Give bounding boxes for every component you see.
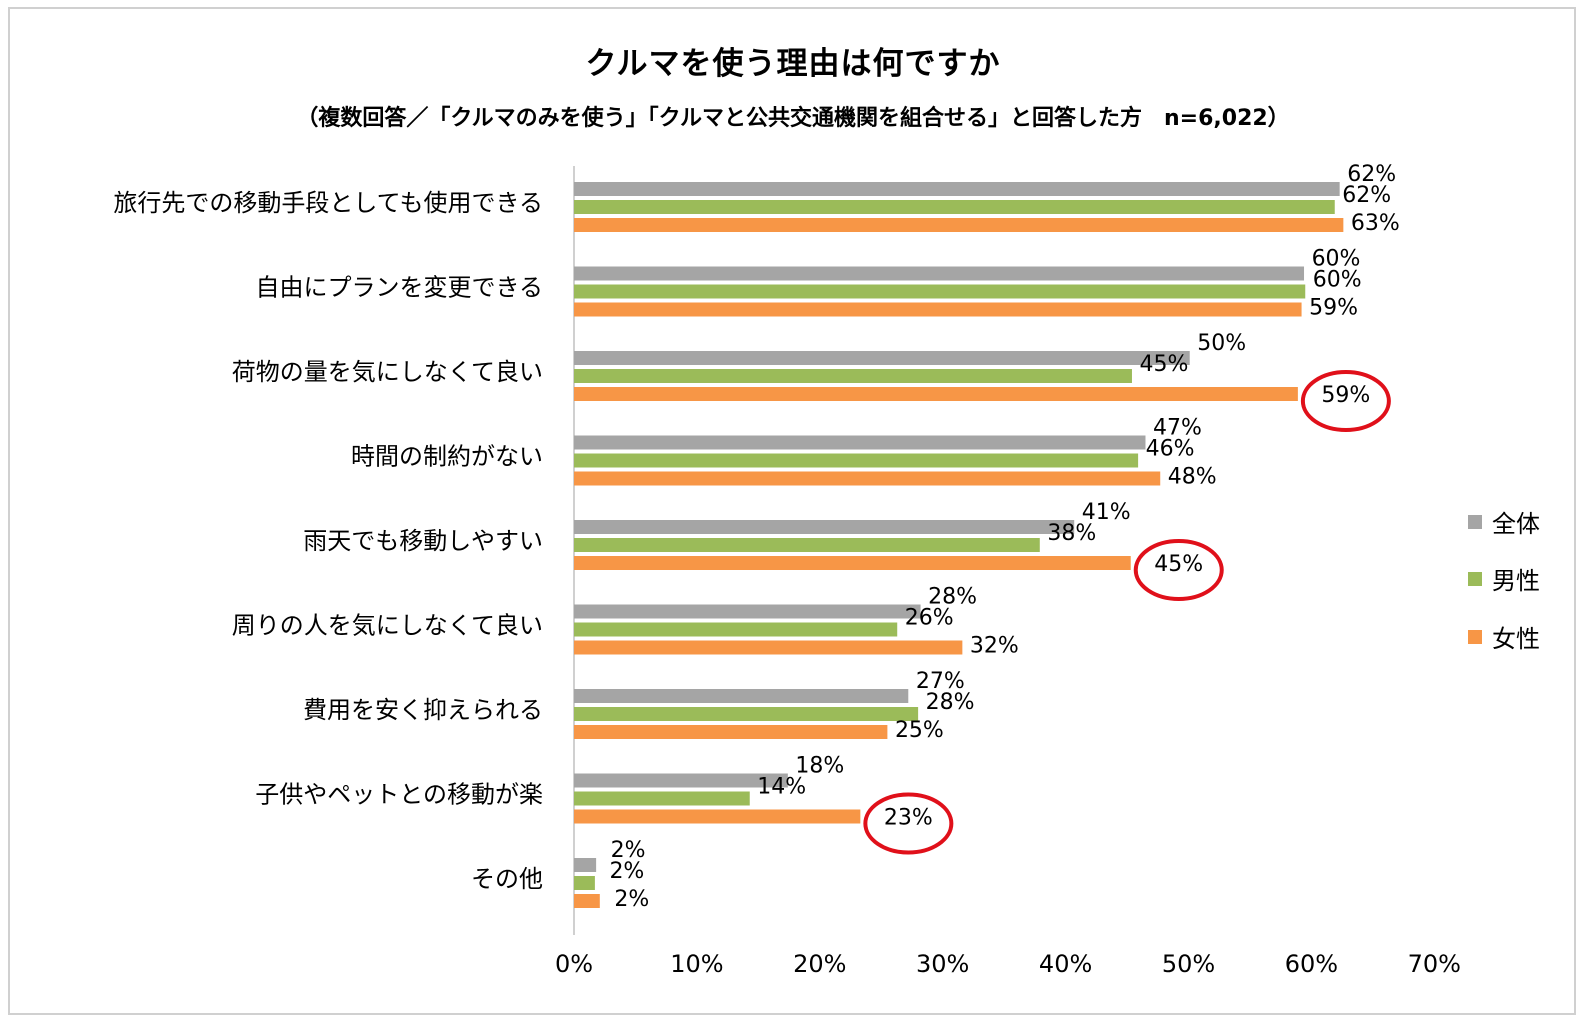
x-tick-label: 10%	[670, 950, 723, 978]
bar-male	[574, 369, 1132, 383]
x-tick-label: 60%	[1285, 950, 1338, 978]
bar-male	[574, 876, 595, 890]
bar-all	[574, 520, 1075, 534]
bar-all	[574, 689, 909, 703]
data-label: 38%	[1047, 521, 1096, 546]
x-tick-label: 40%	[1039, 950, 1092, 978]
category-label: その他	[471, 865, 543, 893]
bar-all	[574, 351, 1190, 365]
legend-label-female: 女性	[1492, 625, 1540, 653]
data-label: 32%	[970, 634, 1019, 659]
data-label: 60%	[1313, 268, 1362, 293]
data-label: 59%	[1309, 296, 1358, 321]
legend-swatch-all	[1468, 514, 1482, 529]
bar-all	[574, 858, 597, 872]
bar-male	[574, 200, 1335, 214]
bar-female	[574, 471, 1161, 486]
data-label: 25%	[895, 718, 944, 743]
bar-female	[574, 556, 1131, 570]
data-label: 62%	[1347, 162, 1396, 187]
chart-subtitle: （複数回答／「クルマのみを使う」「クルマと公共交通機関を組合せる」と回答した方 …	[296, 106, 1290, 131]
category-label: 周りの人を気にしなくて良い	[232, 612, 543, 640]
bar-all	[574, 182, 1340, 196]
bar-male	[574, 707, 919, 721]
x-tick-label: 20%	[793, 950, 846, 978]
bar-female	[574, 809, 861, 824]
data-label: 47%	[1153, 416, 1202, 441]
chart-title: クルマを使う理由は何ですか	[585, 46, 1001, 82]
data-label: 63%	[1351, 211, 1400, 236]
highlight-circle	[1300, 370, 1391, 432]
data-label: 2%	[611, 838, 646, 863]
bar-male	[574, 791, 750, 806]
data-label: 18%	[795, 754, 844, 779]
x-tick-label: 0%	[555, 950, 593, 978]
chart-frame	[8, 7, 1576, 1015]
bar-female	[574, 894, 600, 908]
bar-all	[574, 773, 788, 788]
bar-female	[574, 302, 1302, 317]
data-label: 50%	[1197, 331, 1246, 356]
x-tick-label: 70%	[1408, 950, 1461, 978]
bar-female	[574, 387, 1298, 401]
data-label: 28%	[926, 690, 975, 715]
highlight-circle	[863, 792, 954, 855]
category-label: 子供やペットとの移動が楽	[255, 781, 543, 809]
bar-male	[574, 538, 1040, 552]
data-label: 60%	[1312, 247, 1361, 272]
data-label: 28%	[928, 585, 977, 610]
legend-swatch-female	[1468, 629, 1482, 644]
data-label: 62%	[1342, 183, 1391, 208]
category-label: 旅行先での移動手段としても使用できる	[113, 189, 543, 217]
legend-item-male: 男性	[1468, 561, 1540, 596]
bar-all	[574, 435, 1146, 450]
data-label: 45%	[1154, 552, 1203, 577]
highlight-circle	[1133, 539, 1224, 601]
bar-female	[574, 640, 963, 655]
bar-all	[574, 604, 921, 619]
bar-male	[574, 622, 898, 637]
legend-swatch-male	[1468, 571, 1482, 586]
data-label: 23%	[884, 806, 933, 831]
data-label: 26%	[905, 606, 954, 631]
bar-male	[574, 453, 1139, 468]
data-label: 27%	[916, 669, 965, 694]
bar-female	[574, 218, 1344, 232]
bar-female	[574, 725, 888, 739]
data-label: 45%	[1140, 352, 1189, 377]
data-label: 46%	[1146, 437, 1195, 462]
category-label: 時間の制約がない	[351, 443, 543, 471]
category-label: 荷物の量を気にしなくて良い	[232, 358, 543, 386]
data-label: 41%	[1082, 500, 1131, 525]
data-label: 48%	[1168, 465, 1217, 490]
data-label: 2%	[609, 859, 644, 884]
category-label: 自由にプランを変更できる	[255, 274, 543, 302]
category-label: 費用を安く抑えられる	[303, 696, 543, 724]
legend-item-female: 女性	[1468, 619, 1540, 654]
x-tick-label: 30%	[916, 950, 969, 978]
legend-label-male: 男性	[1492, 567, 1540, 595]
data-label: 14%	[757, 775, 806, 800]
legend-label-all: 全体	[1492, 510, 1540, 538]
x-tick-label: 50%	[1162, 950, 1215, 978]
data-label: 2%	[614, 887, 649, 912]
category-label: 雨天でも移動しやすい	[303, 527, 543, 555]
data-label: 59%	[1321, 383, 1370, 408]
legend-item-all: 全体	[1468, 504, 1540, 539]
bar-all	[574, 266, 1305, 281]
bar-male	[574, 284, 1306, 299]
